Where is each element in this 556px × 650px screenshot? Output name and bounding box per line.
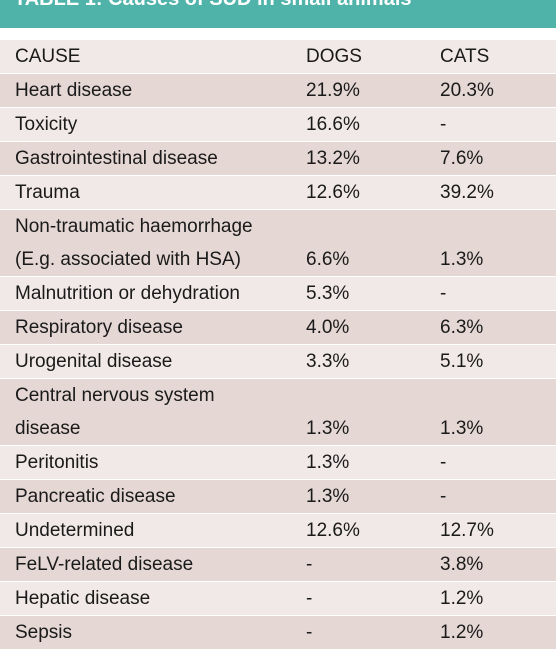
dogs-cell: 16.6%	[306, 114, 360, 135]
cats-cell: -	[440, 452, 447, 473]
cause-text: Non-traumatic haemorrhage	[15, 216, 253, 237]
cause-text: Heart disease	[15, 80, 133, 101]
cause-cell: Urogenital disease	[0, 345, 291, 378]
cause-text: Hepatic disease	[15, 588, 151, 609]
cats-cell: 5.1%	[440, 351, 484, 372]
cats-cell: 1.2%	[440, 588, 484, 609]
column-header: DOGS	[306, 46, 362, 67]
cause-text: Central nervous system	[15, 385, 215, 406]
column-header: CATS	[440, 46, 490, 67]
cause-text: disease	[15, 418, 81, 439]
table-row: Peritonitis 1.3% -	[0, 446, 556, 480]
cause-text: Sepsis	[15, 622, 73, 643]
dogs-cell: 1.3%	[306, 418, 350, 439]
cause-cell: FeLV-related disease	[0, 548, 291, 581]
dogs-cell: 1.3%	[306, 452, 350, 473]
table-title: TABLE 1: Causes of SUD in small animals	[14, 0, 412, 11]
cause-text: Toxicity	[15, 114, 78, 135]
cause-cell: Undetermined	[0, 514, 291, 547]
table-row: Malnutrition or dehydration 5.3% -	[0, 277, 556, 311]
cats-cell: 6.3%	[440, 317, 484, 338]
table-row: Non-traumatic haemorrhage (E.g. associate…	[0, 210, 556, 277]
table-row: Urogenital disease 3.3% 5.1%	[0, 345, 556, 379]
table-row: Toxicity 16.6% -	[0, 108, 556, 142]
cause-cell: Trauma	[0, 176, 291, 209]
table-row: Sepsis - 1.2%	[0, 616, 556, 650]
table-row: Pancreatic disease 1.3% -	[0, 480, 556, 514]
cats-cell: -	[440, 486, 447, 507]
spacer	[0, 28, 556, 40]
cats-cell: 20.3%	[440, 80, 494, 101]
cause-cell: Pancreatic disease	[0, 480, 291, 513]
cats-cell: -	[440, 283, 447, 304]
table-row: Respiratory disease 4.0% 6.3%	[0, 311, 556, 345]
cats-cell: 39.2%	[440, 182, 494, 203]
cause-cell: Central nervous system disease	[0, 379, 291, 445]
dogs-cell: 4.0%	[306, 317, 350, 338]
cause-cell: Sepsis	[0, 616, 291, 649]
cause-text: Malnutrition or dehydration	[15, 283, 240, 304]
cats-cell: 7.6%	[440, 148, 484, 169]
cats-cell: -	[440, 114, 447, 135]
cats-cell: 1.2%	[440, 622, 484, 643]
cause-cell: Toxicity	[0, 108, 291, 141]
cause-cell: Hepatic disease	[0, 582, 291, 615]
cats-cell: 1.3%	[440, 418, 484, 439]
cause-cell: Peritonitis	[0, 446, 291, 479]
cause-text: Gastrointestinal disease	[15, 148, 218, 169]
table-row: FeLV-related disease - 3.8%	[0, 548, 556, 582]
dogs-cell: 12.6%	[306, 520, 360, 541]
dogs-cell: -	[306, 588, 313, 609]
cats-cell: 1.3%	[440, 249, 484, 270]
dogs-cell: -	[306, 554, 313, 575]
cause-text: FeLV-related disease	[15, 554, 194, 575]
header-row: CAUSE DOGS CATS	[0, 40, 556, 74]
table: CAUSE DOGS CATS Heart disease 21.9% 20.3% Toxi…	[0, 40, 556, 650]
cause-text: Trauma	[15, 182, 80, 203]
cause-cell: Heart disease	[0, 74, 291, 107]
cats-cell: 3.8%	[440, 554, 484, 575]
dogs-cell: 12.6%	[306, 182, 360, 203]
table-row: Trauma 12.6% 39.2%	[0, 176, 556, 210]
dogs-cell: -	[306, 622, 313, 643]
dogs-cell: 5.3%	[306, 283, 350, 304]
table-row: Central nervous system disease 1.3% 1.3%	[0, 379, 556, 446]
dogs-cell: 13.2%	[306, 148, 360, 169]
dogs-cell: 21.9%	[306, 80, 360, 101]
cats-cell: 12.7%	[440, 520, 494, 541]
dogs-cell: 3.3%	[306, 351, 350, 372]
dogs-cell: 1.3%	[306, 486, 350, 507]
table-row: Heart disease 21.9% 20.3%	[0, 74, 556, 108]
cause-cell: Gastrointestinal disease	[0, 142, 291, 175]
cause-text: (E.g. associated with HSA)	[15, 249, 241, 270]
title-bar: TABLE 1: Causes of SUD in small animals	[0, 0, 556, 28]
cause-text: Pancreatic disease	[15, 486, 176, 507]
cause-text: Urogenital disease	[15, 351, 173, 372]
dogs-cell: 6.6%	[306, 249, 350, 270]
cause-text: Respiratory disease	[15, 317, 183, 338]
table-row: Undetermined 12.6% 12.7%	[0, 514, 556, 548]
cause-cell: Malnutrition or dehydration	[0, 277, 291, 310]
column-header: CAUSE	[15, 46, 81, 67]
table-row: Gastrointestinal disease 13.2% 7.6%	[0, 142, 556, 176]
cause-text: Undetermined	[15, 520, 135, 541]
cause-text: Peritonitis	[15, 452, 99, 473]
cause-cell: Respiratory disease	[0, 311, 291, 344]
cause-cell: Non-traumatic haemorrhage (E.g. associate…	[0, 210, 291, 276]
table-row: Hepatic disease - 1.2%	[0, 582, 556, 616]
